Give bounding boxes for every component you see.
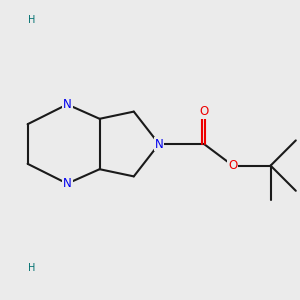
- Text: O: O: [200, 105, 208, 118]
- Text: H: H: [28, 15, 35, 26]
- Text: N: N: [63, 98, 72, 111]
- Text: N: N: [63, 177, 72, 190]
- Text: O: O: [228, 159, 237, 172]
- Text: N: N: [154, 137, 164, 151]
- Text: H: H: [28, 262, 35, 273]
